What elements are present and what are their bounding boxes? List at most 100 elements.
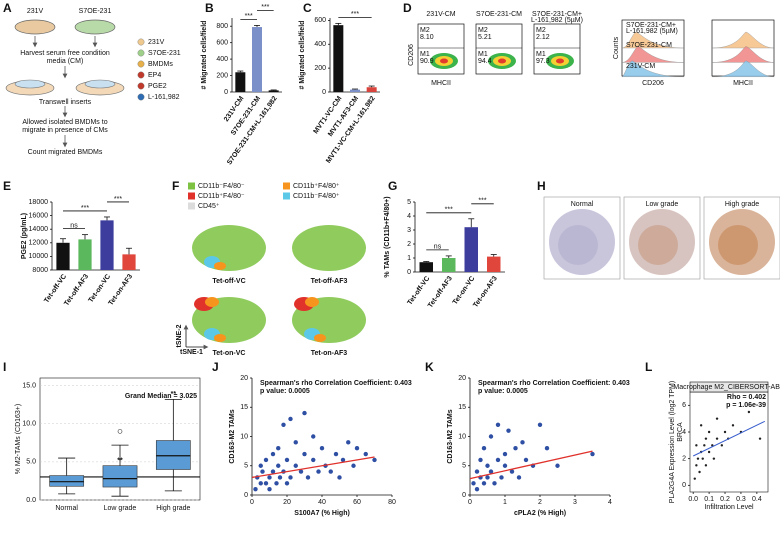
plot-title: S7OE-231-CM [476,11,522,18]
panel-label: E [3,179,11,193]
point [485,475,490,480]
y-tick-label: 5 [407,199,411,206]
point [293,440,298,445]
point [502,463,508,468]
tsne-cluster [314,334,326,342]
y-tick-label: 0.0 [26,497,36,504]
point [695,464,698,467]
gate-label: M1 [420,51,430,58]
y-tick-label: 0 [322,89,326,96]
panel-label: F [172,179,179,193]
y-axis-label: # Migrated cells/field [201,21,208,90]
point [267,486,272,492]
point [712,457,716,460]
point [715,417,719,420]
y-tick-label: 15 [458,404,466,411]
x-tick-label: 0.1 [704,496,714,503]
significance-label: *** [351,11,359,18]
y-tick-label: 400 [216,56,228,63]
plot-title: S7OE-231-CM+ [532,11,582,18]
y-tick-label: 10 [458,433,466,440]
point [720,444,724,447]
panel-label: L [645,360,652,374]
x-axis-label: cPLA2 (% High) [514,510,566,517]
legend-text: CD11b⁻F4/80⁺ [293,193,340,200]
step-text: Harvest serum free condition [20,50,110,57]
point [284,457,290,463]
bar [100,220,114,270]
point [270,469,276,474]
y-tick-label: 5.0 [26,459,36,466]
y-tick-label: 10 [240,433,248,440]
side-label: BRCA [677,422,684,442]
point [707,430,711,434]
x-tick-label: High grade [156,505,190,512]
panel-label: K [425,360,434,374]
plot-title: Tet-on-VC [213,350,246,357]
y-tick-label: 200 [314,65,326,72]
y-tick-label: 10.0 [22,421,36,428]
significance-label: *** [114,196,122,203]
significance-label: ns [434,244,442,251]
plot-title: Tet-off-AF3 [311,278,348,285]
bar [235,72,246,92]
y-tick-label: 600 [314,17,326,24]
y-tick-label: 8000 [32,267,48,274]
y-axis-label: % M2-TAMs (CD163+) [15,404,22,474]
point [699,424,703,427]
significance-label: *** [245,13,253,20]
point [495,422,501,427]
bar [78,239,92,270]
significance-label: *** [478,198,486,205]
x-tick-label: 0.4 [752,496,762,503]
point [481,481,487,486]
x-tick-label: 0 [250,499,254,506]
panel-label: A [3,1,12,15]
histogram [711,31,775,49]
plot-title: 231V-CM [426,11,455,18]
y-tick-label: 1 [407,255,411,262]
gate-value: 97.3 [536,58,550,65]
y-tick-label: 6 [682,402,686,409]
step-text: Transwell inserts [39,99,92,106]
x-tick-label: Tet-on-AF3 [108,273,135,307]
box [49,475,85,487]
bar [487,256,501,272]
plot-title: L-161,982 (5µM) [531,17,583,24]
legend-text: PGE2 [148,83,167,90]
y-tick-label: 18000 [29,199,49,206]
point [260,469,265,474]
annotation: Spearman's rho Correlation Coefficient: … [260,380,412,387]
x-tick-label: 0.2 [720,496,730,503]
y-tick-label: 0 [224,89,228,96]
legend-text: CD11b⁻F4/80⁻ [198,183,245,190]
y-axis-label: PGE2 (pg/mL) [21,213,28,259]
annotation: p = 1.06e-39 [726,402,766,409]
point [492,481,497,486]
significance-label: ** [171,391,177,398]
point [346,440,351,445]
point [354,446,360,451]
axis-label: tSNE-1 [180,349,203,356]
gate-value: 90.9 [420,58,434,65]
x-axis-label: Infiltration Level [704,504,753,511]
legend-swatch [283,182,290,190]
fit-line [469,450,593,480]
point [758,437,762,440]
tsne-cloud [192,225,266,271]
box [102,465,138,488]
y-axis-label: CD163-M2 TAMs [447,409,454,463]
point [474,469,480,474]
tsne-cluster [305,297,319,307]
transwell-insert [84,79,116,89]
y-tick-label: 3 [407,227,411,234]
axis-label: tSNE-2 [176,324,183,347]
point [263,481,269,486]
point [267,475,272,480]
gate-label: M1 [478,51,488,58]
bar [333,25,344,92]
x-tick-label: 40 [318,499,326,506]
gate-label: M2 [420,27,430,34]
axis-label: CD206 [642,80,664,87]
x-tick-label: 20 [283,499,291,506]
